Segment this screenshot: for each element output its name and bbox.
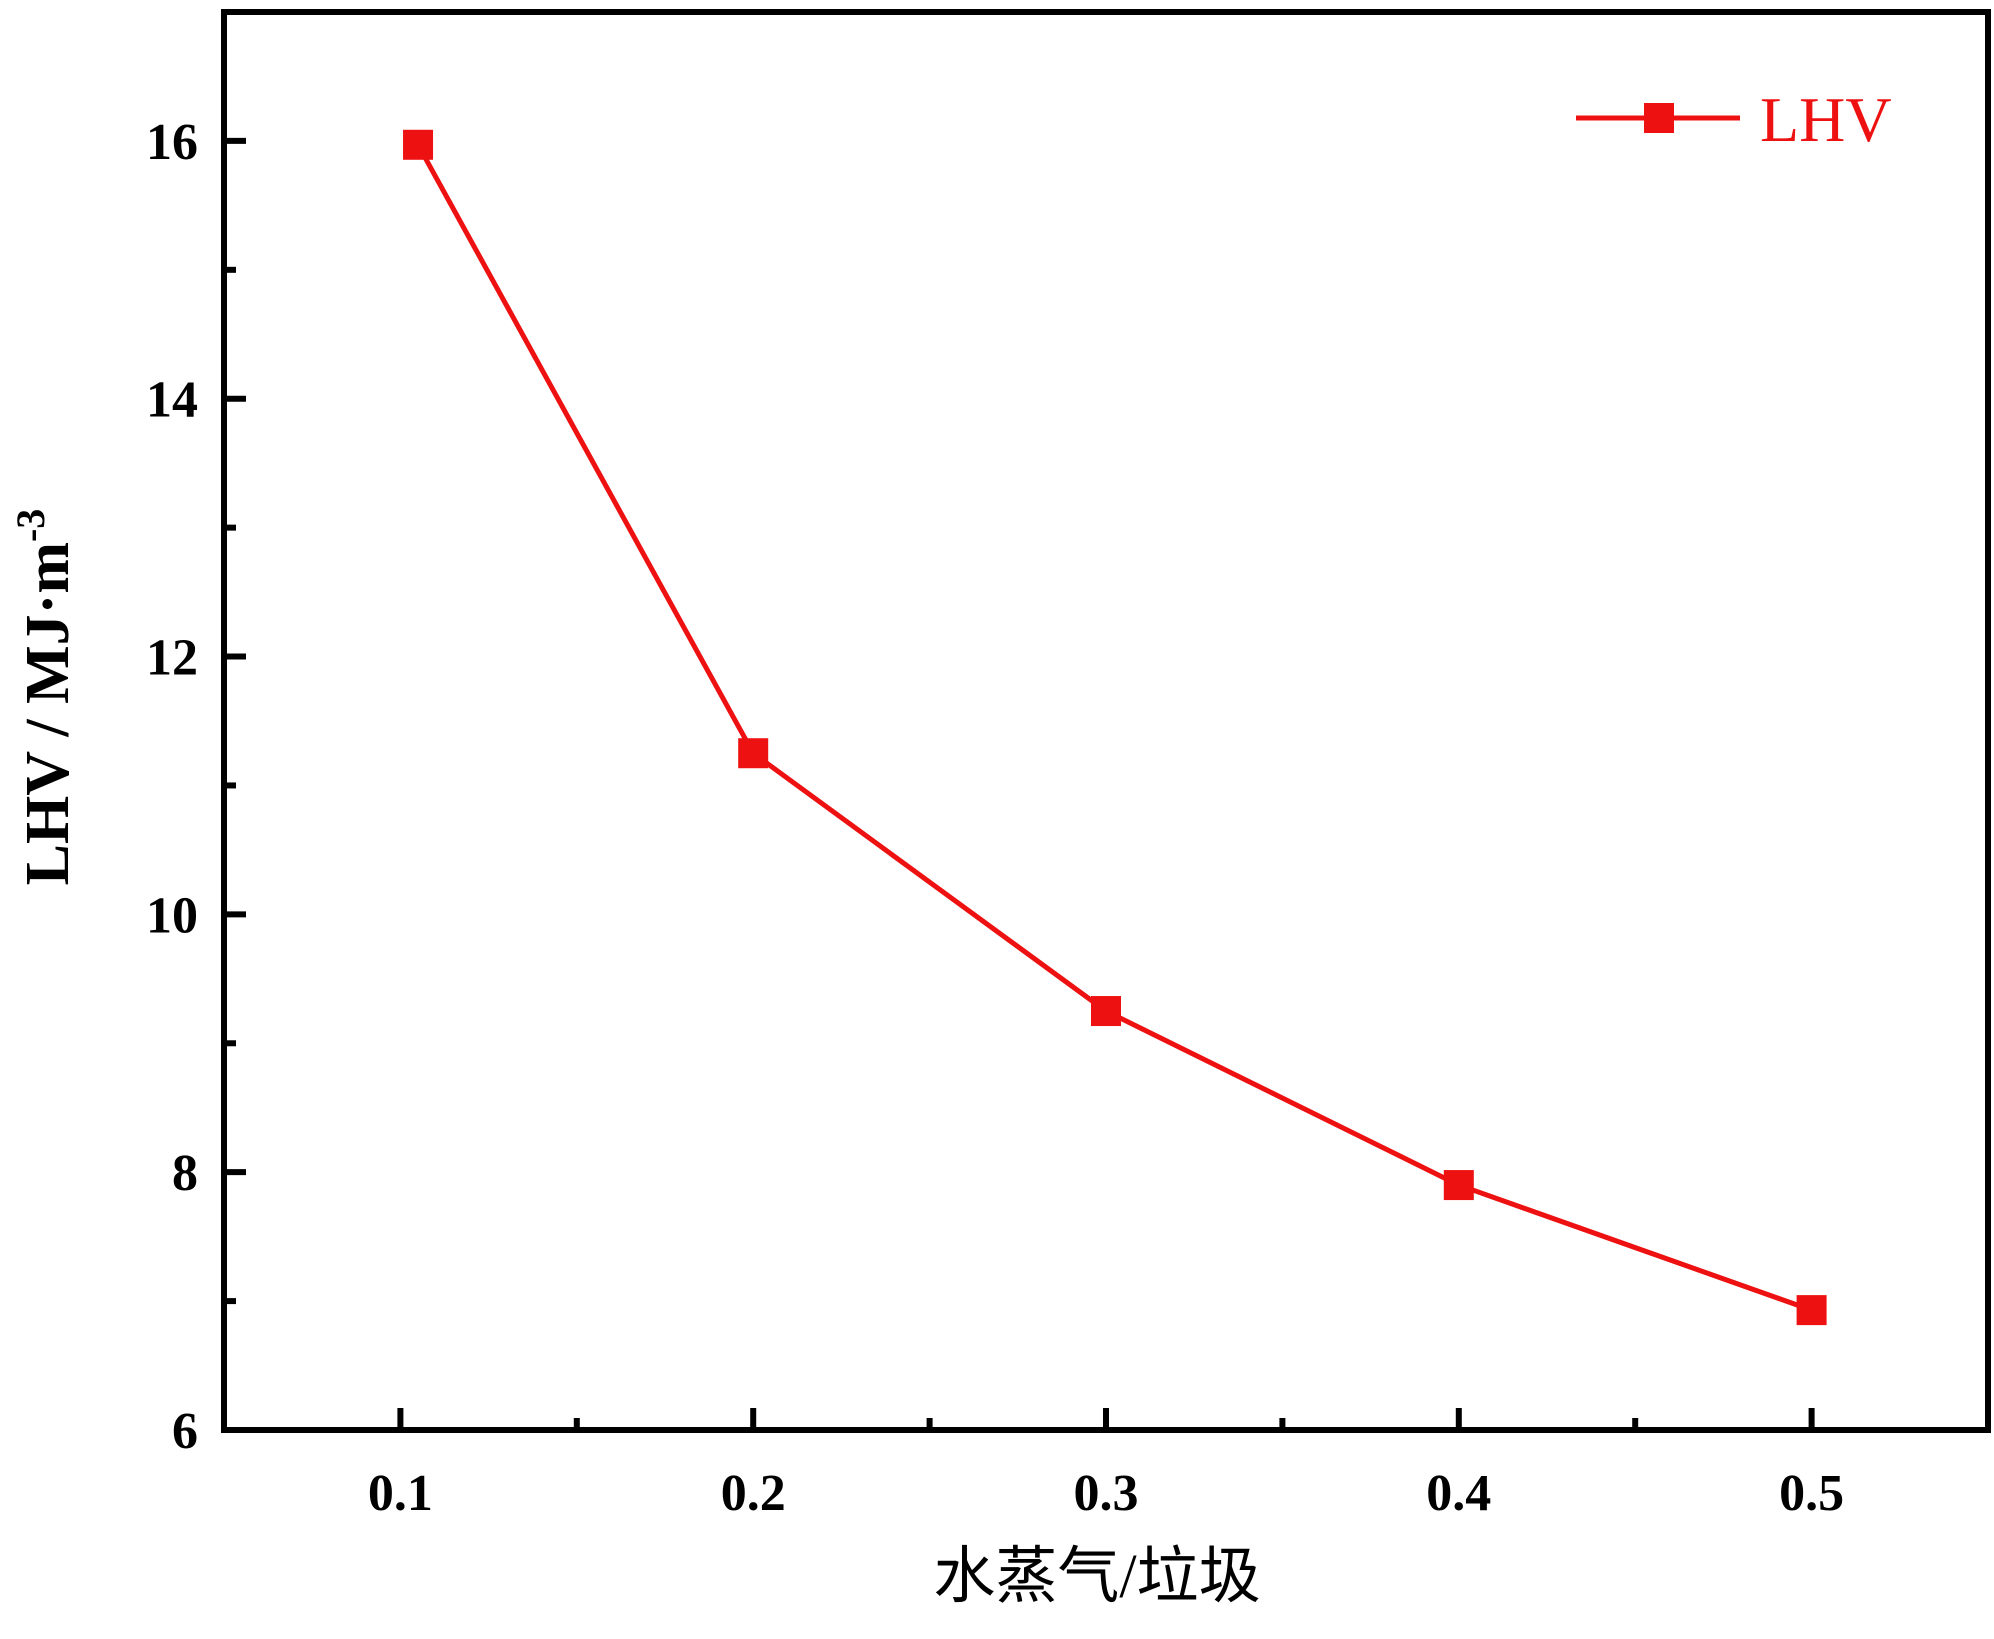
x-tick-label: 0.4 bbox=[1426, 1465, 1491, 1522]
x-tick-label: 0.3 bbox=[1074, 1465, 1139, 1522]
y-axis-title-main: LHV / MJ·m bbox=[14, 542, 82, 885]
axes: 6 8 10 12 14 16 0.1 0.2 0.3 0.4 0.5 bbox=[146, 9, 1991, 1522]
y-axis-title: LHV / MJ·m-3 bbox=[8, 509, 82, 886]
data-point-marker bbox=[1091, 996, 1121, 1027]
x-tick-label: 0.5 bbox=[1779, 1465, 1844, 1522]
y-tick-label: 10 bbox=[146, 887, 198, 944]
plot-frame bbox=[221, 9, 1991, 1433]
legend-marker-sample bbox=[1644, 103, 1674, 133]
data-point-marker bbox=[738, 738, 769, 769]
series-line-lhv bbox=[415, 143, 1813, 1313]
x-tick-label: 0.1 bbox=[368, 1465, 433, 1522]
data-point-marker bbox=[1443, 1170, 1474, 1201]
y-axis-title-superscript: -3 bbox=[8, 509, 53, 542]
y-tick-label: 12 bbox=[146, 630, 198, 687]
plot-area bbox=[403, 129, 1827, 1326]
legend-label: LHV bbox=[1760, 84, 1892, 155]
y-tick-label: 6 bbox=[172, 1403, 198, 1460]
axis-titles: 水蒸气/垃圾 LHV / MJ·m-3 bbox=[8, 509, 1261, 1611]
x-tick-label: 0.2 bbox=[721, 1465, 786, 1522]
y-tick-label: 8 bbox=[172, 1145, 198, 1202]
data-point-marker bbox=[403, 129, 434, 160]
data-point-marker bbox=[1796, 1295, 1827, 1326]
y-tick-label: 14 bbox=[146, 372, 198, 429]
legend: LHV bbox=[1576, 84, 1892, 155]
x-axis-title: 水蒸气/垃圾 bbox=[933, 1543, 1260, 1611]
y-tick-label: 16 bbox=[146, 114, 198, 171]
